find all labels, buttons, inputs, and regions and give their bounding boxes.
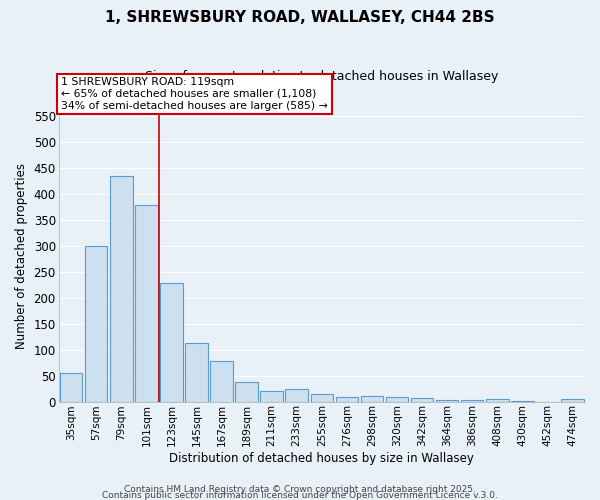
Text: Contains public sector information licensed under the Open Government Licence v.: Contains public sector information licen…: [102, 491, 498, 500]
Title: Size of property relative to detached houses in Wallasey: Size of property relative to detached ho…: [145, 70, 499, 83]
Bar: [436, 400, 458, 402]
Text: 1 SHREWSBURY ROAD: 119sqm
← 65% of detached houses are smaller (1,108)
34% of se: 1 SHREWSBURY ROAD: 119sqm ← 65% of detac…: [61, 78, 328, 110]
Bar: [386, 398, 408, 402]
Text: 1, SHREWSBURY ROAD, WALLASEY, CH44 2BS: 1, SHREWSBURY ROAD, WALLASEY, CH44 2BS: [105, 10, 495, 25]
Bar: [160, 283, 182, 402]
X-axis label: Distribution of detached houses by size in Wallasey: Distribution of detached houses by size …: [169, 452, 474, 465]
Bar: [210, 361, 233, 402]
Bar: [411, 398, 433, 402]
Bar: [461, 400, 484, 402]
Bar: [260, 391, 283, 402]
Bar: [110, 176, 133, 402]
Bar: [511, 401, 533, 402]
Bar: [561, 400, 584, 402]
Bar: [311, 394, 333, 402]
Y-axis label: Number of detached properties: Number of detached properties: [15, 163, 28, 349]
Bar: [361, 396, 383, 402]
Bar: [185, 343, 208, 402]
Bar: [60, 373, 82, 402]
Bar: [286, 388, 308, 402]
Bar: [85, 246, 107, 402]
Bar: [335, 398, 358, 402]
Bar: [135, 205, 158, 402]
Bar: [235, 382, 258, 402]
Text: Contains HM Land Registry data © Crown copyright and database right 2025.: Contains HM Land Registry data © Crown c…: [124, 485, 476, 494]
Bar: [486, 399, 509, 402]
